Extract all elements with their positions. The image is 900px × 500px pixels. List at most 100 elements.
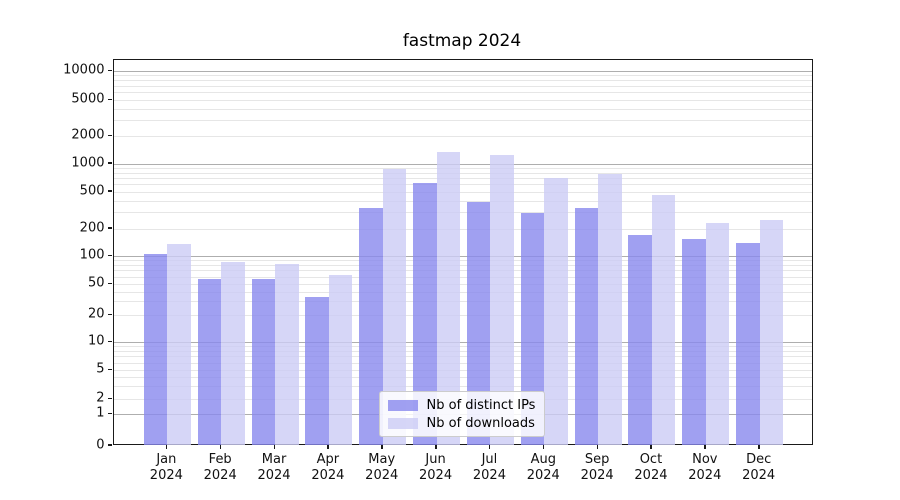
- y-tick-label: 10000: [63, 62, 105, 78]
- y-tick-label: 10: [87, 333, 105, 349]
- y-tick-mark: [108, 340, 112, 342]
- minor-gridline: [113, 136, 812, 137]
- minor-gridline: [113, 100, 812, 101]
- minor-gridline: [113, 386, 812, 388]
- grid-layer: [113, 60, 812, 444]
- legend-label-distinct-ips: Nb of distinct IPs: [426, 397, 536, 413]
- bar-downloads-may: [382, 168, 407, 446]
- bar-ips-dec: [736, 243, 760, 446]
- y-tick-label: 5: [96, 361, 105, 377]
- y-tick-mark: [108, 412, 112, 414]
- legend: Nb of distinct IPs Nb of downloads: [378, 391, 545, 437]
- minor-gridline: [113, 200, 812, 202]
- minor-gridline: [113, 362, 812, 364]
- x-tick-mark: [758, 445, 760, 449]
- minor-gridline: [113, 108, 812, 110]
- x-tick-label-jan: Jan 2024: [149, 452, 183, 483]
- minor-gridline: [113, 85, 812, 87]
- x-tick-label-dec: Dec 2024: [742, 452, 776, 483]
- y-tick-label: 1: [96, 405, 105, 421]
- bar-ips-feb: [197, 278, 222, 446]
- y-tick-label: 20: [87, 306, 105, 322]
- minor-gridline: [113, 120, 812, 122]
- legend-item-distinct-ips: Nb of distinct IPs: [387, 396, 536, 414]
- x-tick-mark: [704, 445, 706, 449]
- legend-label-downloads: Nb of downloads: [426, 415, 535, 431]
- y-tick-mark: [108, 368, 112, 370]
- y-tick-mark: [108, 282, 112, 284]
- bar-ips-aug: [520, 212, 545, 446]
- bars-layer: [114, 60, 812, 446]
- minor-gridline: [113, 377, 812, 379]
- y-tick-mark: [108, 69, 112, 71]
- bar-downloads-oct: [651, 194, 676, 446]
- x-tick-label-mar: Mar 2024: [257, 452, 291, 483]
- y-tick-mark: [108, 134, 112, 136]
- minor-gridline: [113, 212, 812, 214]
- minor-gridline: [113, 265, 812, 266]
- minor-gridline: [113, 276, 812, 278]
- x-tick-label-jun: Jun 2024: [419, 452, 453, 483]
- bar-downloads-apr: [328, 275, 353, 446]
- y-tick-label: 50: [87, 275, 105, 291]
- plot-area: Nb of distinct IPs Nb of downloads: [112, 59, 813, 446]
- minor-gridline: [113, 351, 812, 352]
- minor-gridline: [113, 291, 812, 293]
- major-gridline: [113, 71, 812, 72]
- bar-downloads-sep: [598, 174, 622, 446]
- x-tick-mark: [165, 445, 168, 449]
- y-tick-mark: [108, 227, 112, 229]
- x-tick-label-nov: Nov 2024: [688, 452, 722, 483]
- major-gridline: [113, 163, 812, 165]
- minor-gridline: [113, 75, 812, 77]
- x-tick-mark: [381, 445, 383, 449]
- minor-gridline: [113, 370, 812, 371]
- bar-downloads-aug: [544, 178, 568, 446]
- minor-gridline: [113, 356, 812, 358]
- bar-ips-apr: [305, 297, 329, 446]
- x-tick-mark: [650, 445, 652, 449]
- minor-gridline: [113, 270, 812, 272]
- y-tick-mark: [108, 98, 112, 100]
- x-tick-mark: [596, 445, 599, 449]
- x-tick-mark: [219, 445, 222, 449]
- bar-ips-jul: [466, 201, 491, 446]
- minor-gridline: [113, 301, 812, 303]
- bar-ips-mar: [251, 279, 276, 446]
- x-tick-mark: [488, 445, 491, 449]
- x-tick-label-aug: Aug 2024: [526, 452, 560, 483]
- minor-gridline: [113, 172, 812, 174]
- bar-ips-jan: [143, 254, 168, 446]
- minor-gridline: [113, 191, 812, 193]
- y-tick-mark: [108, 190, 112, 192]
- bar-ips-jun: [413, 182, 437, 446]
- major-gridline: [113, 342, 812, 343]
- minor-gridline: [113, 167, 812, 169]
- y-tick-mark: [108, 444, 112, 446]
- x-tick-label-oct: Oct 2024: [634, 452, 668, 483]
- legend-swatch-distinct-ips: [387, 399, 418, 411]
- y-tick-label: 2000: [71, 127, 105, 143]
- x-tick-label-feb: Feb 2024: [203, 452, 237, 483]
- x-tick-label-sep: Sep 2024: [580, 452, 614, 483]
- y-tick-mark: [108, 254, 112, 256]
- major-gridline: [113, 256, 812, 257]
- legend-swatch-downloads: [387, 417, 418, 429]
- x-tick-mark: [273, 445, 276, 449]
- y-tick-label: 500: [79, 183, 105, 198]
- bar-downloads-mar: [275, 264, 299, 446]
- minor-gridline: [113, 80, 812, 82]
- minor-gridline: [113, 184, 812, 186]
- y-tick-mark: [108, 162, 112, 164]
- bar-downloads-jun: [436, 152, 461, 446]
- y-tick-label: 200: [79, 220, 105, 235]
- bar-downloads-nov: [705, 222, 730, 446]
- minor-gridline: [113, 260, 812, 262]
- x-tick-mark: [542, 445, 545, 449]
- minor-gridline: [113, 177, 812, 179]
- y-tick-label: 5000: [71, 91, 105, 107]
- minor-gridline: [113, 315, 812, 316]
